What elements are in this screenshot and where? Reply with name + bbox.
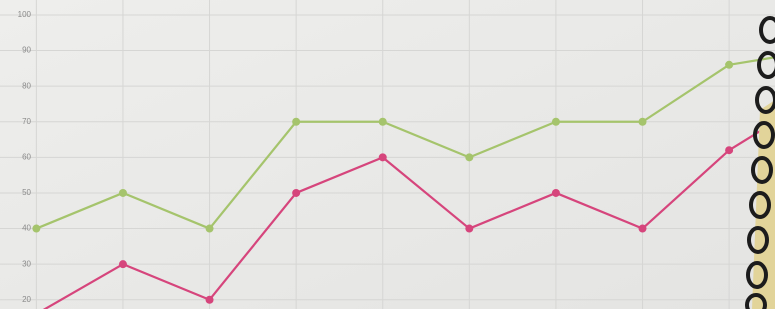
y-tick-label: 30 [22, 259, 31, 268]
data-point [639, 225, 647, 233]
data-point [119, 260, 127, 268]
data-point [292, 118, 300, 126]
data-point [379, 153, 387, 161]
data-point [32, 225, 40, 233]
data-point [639, 118, 647, 126]
data-point [552, 118, 560, 126]
data-point [465, 225, 473, 233]
data-point [465, 153, 473, 161]
data-point [206, 296, 214, 304]
y-tick-label: 40 [22, 224, 31, 233]
chart: 20 30 40 50 60 70 80 90 100 [0, 0, 775, 309]
paper-background [0, 0, 775, 309]
y-tick-label: 80 [22, 81, 31, 90]
data-point [725, 146, 733, 154]
y-tick-label: 50 [22, 188, 31, 197]
y-tick-label: 70 [22, 117, 31, 126]
data-point [379, 118, 387, 126]
data-point [725, 61, 733, 69]
y-tick-label: 60 [22, 152, 31, 161]
data-point [206, 225, 214, 233]
data-point [119, 189, 127, 197]
y-tick-label: 100 [18, 10, 32, 19]
y-tick-label: 90 [22, 46, 31, 55]
y-tick-label: 20 [22, 295, 31, 304]
data-point [292, 189, 300, 197]
data-point [552, 189, 560, 197]
